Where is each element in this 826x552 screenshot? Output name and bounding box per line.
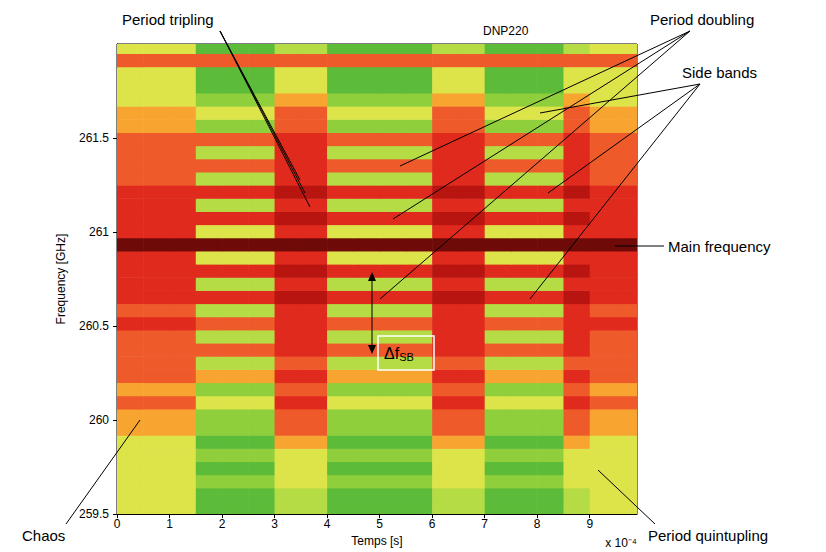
svg-text:Main frequency: Main frequency [668,238,771,255]
svg-text:Δf: Δf [384,345,400,362]
svg-text:261.5: 261.5 [79,131,109,145]
svg-text:9: 9 [586,517,593,531]
svg-text:5: 5 [376,517,383,531]
svg-text:Chaos: Chaos [22,527,65,544]
svg-text:Period doubling: Period doubling [650,11,754,28]
svg-text:259.5: 259.5 [79,507,109,521]
svg-text:Side bands: Side bands [682,64,757,81]
svg-text:DNP220: DNP220 [483,24,529,38]
svg-text:Frequency [GHz]: Frequency [GHz] [54,234,68,325]
svg-text:x 10⁻⁴: x 10⁻⁴ [605,536,637,550]
svg-text:6: 6 [429,517,436,531]
svg-text:SB: SB [399,351,414,363]
svg-text:3: 3 [271,517,278,531]
svg-text:260.5: 260.5 [79,319,109,333]
svg-text:260: 260 [89,413,109,427]
svg-text:1: 1 [166,517,173,531]
svg-text:4: 4 [324,517,331,531]
svg-text:Period tripling: Period tripling [122,11,214,28]
svg-text:261: 261 [89,225,109,239]
svg-text:8: 8 [534,517,541,531]
svg-text:2: 2 [219,517,226,531]
svg-text:7: 7 [481,517,488,531]
svg-text:Period quintupling: Period quintupling [648,527,768,544]
svg-text:0: 0 [114,517,121,531]
svg-text:Temps [s]: Temps [s] [351,534,402,548]
